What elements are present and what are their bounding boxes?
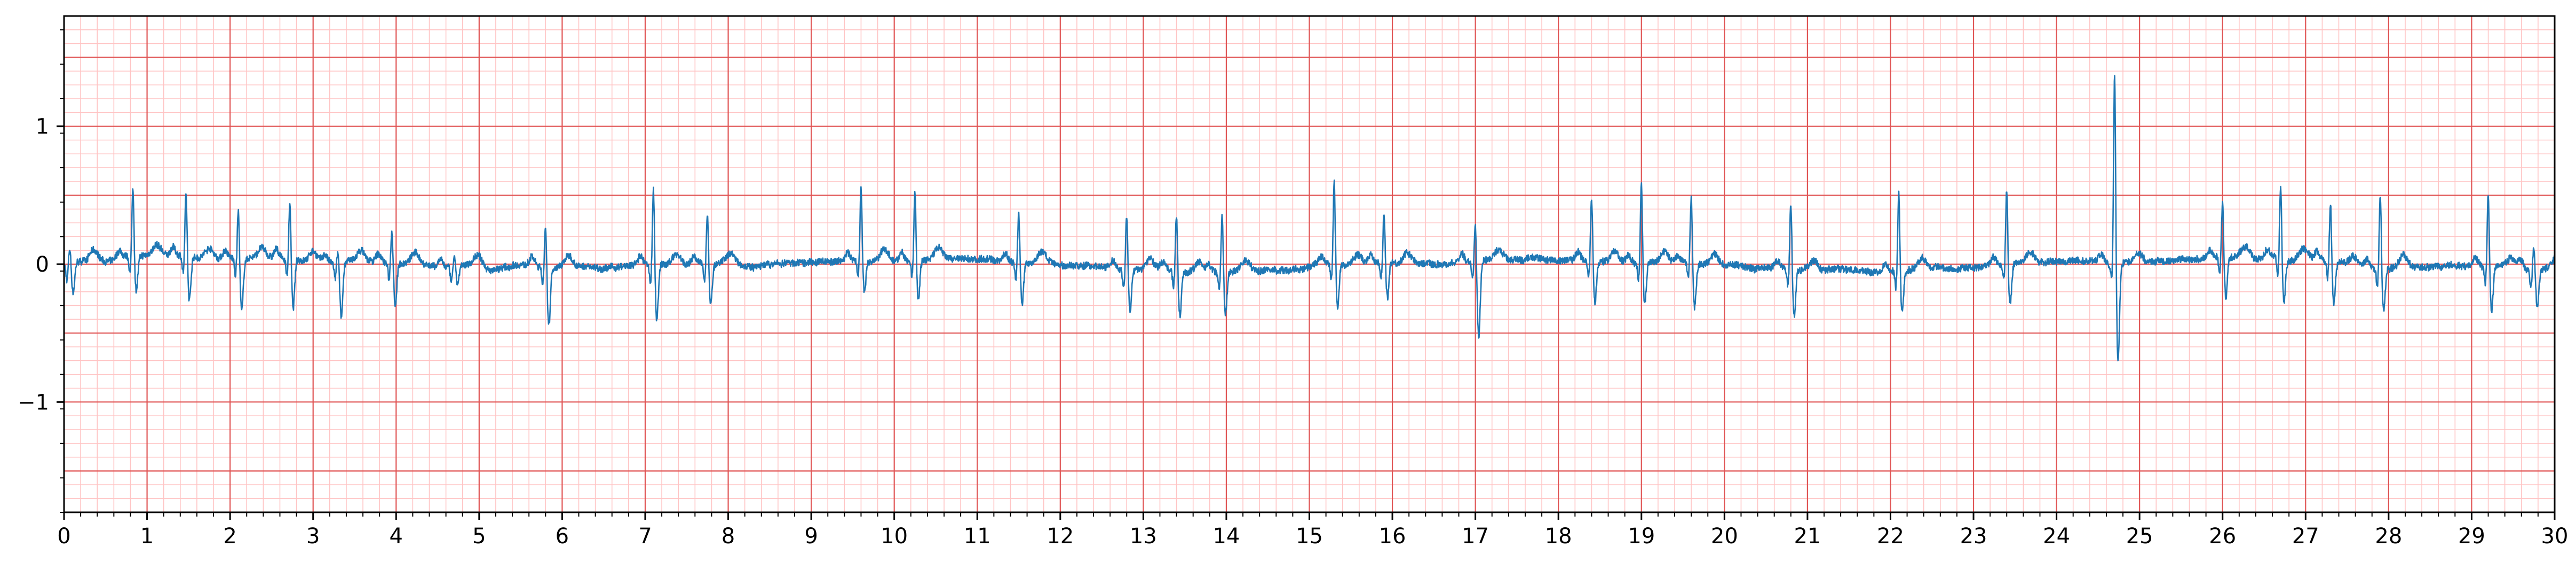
x-tick-label: 24 (2043, 524, 2070, 549)
axis-ticks (57, 29, 2556, 520)
x-tick-label: 8 (722, 524, 735, 549)
x-tick-label: 9 (804, 524, 818, 549)
x-tick-label: 12 (1047, 524, 1074, 549)
x-tick-label: 29 (2458, 524, 2485, 549)
x-tick-label: 7 (638, 524, 652, 549)
x-tick-label: 1 (140, 524, 154, 549)
x-tick-label: 30 (2541, 524, 2569, 549)
x-tick-label: 10 (881, 524, 908, 549)
x-tick-label: 13 (1130, 524, 1157, 549)
x-tick-label: 17 (1462, 524, 1489, 549)
x-tick-label: 0 (57, 524, 70, 549)
x-tick-label: 25 (2126, 524, 2153, 549)
x-tick-label: 19 (1628, 524, 1655, 549)
y-tick-label: 0 (36, 252, 49, 277)
x-tick-label: 15 (1296, 524, 1323, 549)
series-group (63, 75, 2556, 362)
x-tick-label: 6 (556, 524, 569, 549)
y-tick-label: −1 (18, 390, 49, 415)
x-tick-label: 16 (1379, 524, 1406, 549)
x-tick-label: 14 (1212, 524, 1240, 549)
tick-labels: 0 1 2 3 4 5 6 7 8 9 10 11 12 13 14 15 16 17 18 19 20 21 22 23 24… (18, 115, 2568, 549)
x-tick-label: 28 (2375, 524, 2402, 549)
x-tick-label: 26 (2209, 524, 2236, 549)
x-tick-label: 2 (223, 524, 236, 549)
x-tick-label: 4 (390, 524, 403, 549)
x-tick-label: 21 (1794, 524, 1821, 549)
x-tick-label: 18 (1545, 524, 1572, 549)
y-tick-label: 1 (36, 115, 49, 139)
x-tick-label: 20 (1711, 524, 1738, 549)
x-tick-label: 23 (1960, 524, 1987, 549)
major-grid (63, 16, 2556, 512)
x-tick-label: 11 (964, 524, 991, 549)
x-tick-label: 5 (472, 524, 486, 549)
x-tick-label: 22 (1877, 524, 1904, 549)
ecg-trace (63, 75, 2556, 362)
x-tick-label: 3 (306, 524, 320, 549)
x-tick-label: 27 (2292, 524, 2319, 549)
